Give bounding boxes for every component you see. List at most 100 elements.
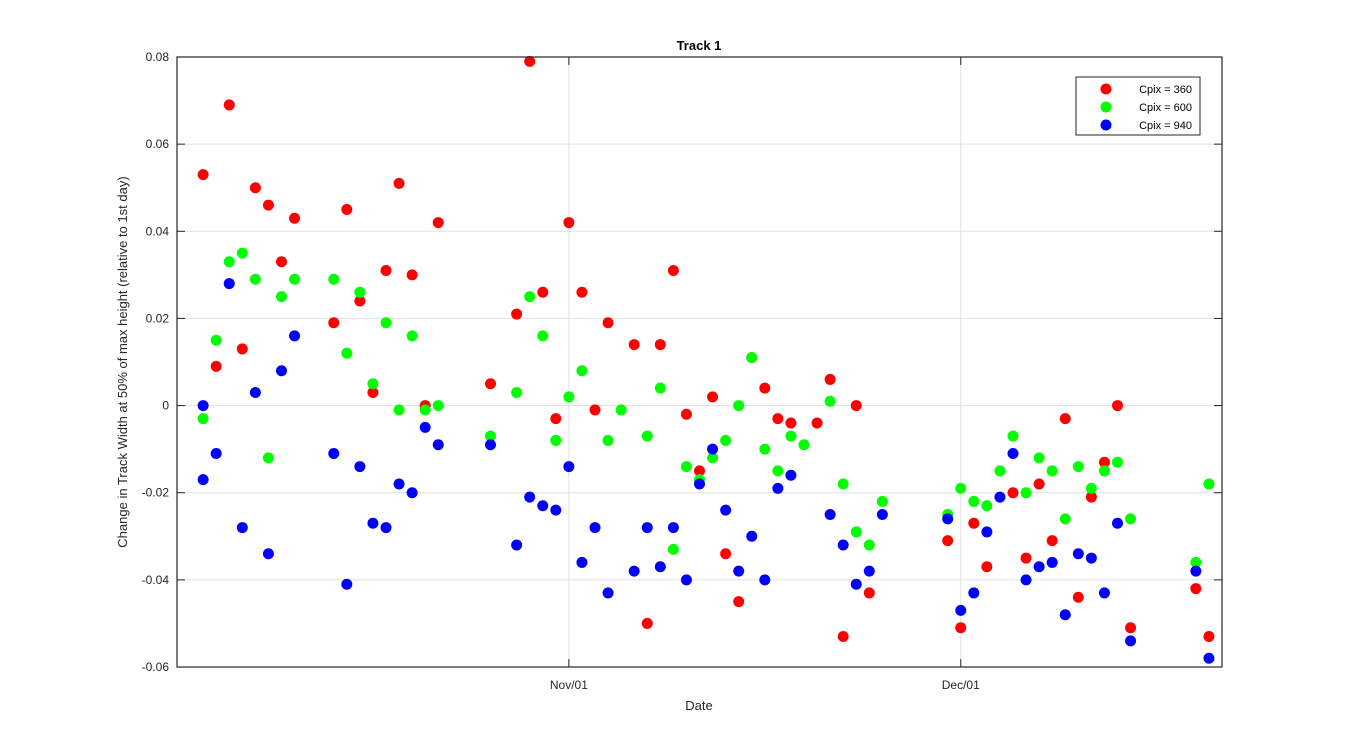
data-point-series-1 (210, 360, 222, 372)
data-point-series-2 (485, 430, 496, 442)
data-point-series-1 (1190, 583, 1202, 595)
data-point-series-2 (537, 330, 549, 342)
data-point-series-2 (419, 404, 431, 416)
data-point-series-1 (968, 517, 980, 529)
data-point-series-1 (1046, 535, 1058, 547)
data-point-series-1 (354, 295, 366, 307)
data-point-series-2 (380, 317, 392, 329)
data-point-series-1 (694, 465, 705, 477)
data-point-series-3 (785, 469, 797, 481)
data-point-series-1 (511, 308, 523, 320)
data-point-series-3 (393, 478, 405, 490)
data-point-series-1 (289, 212, 301, 224)
data-point-series-2 (1085, 482, 1097, 494)
data-point-series-1 (1098, 456, 1110, 468)
data-point-series-3 (994, 491, 1006, 503)
data-point-series-3 (511, 539, 523, 551)
data-point-series-3 (667, 522, 679, 534)
data-point-series-1 (393, 177, 405, 189)
x-axis-title: Date (685, 698, 712, 713)
data-point-series-3 (942, 513, 954, 525)
data-point-series-3 (550, 504, 562, 516)
data-point-series-3 (406, 487, 418, 499)
data-point-series-1 (276, 256, 287, 268)
data-point-series-2 (863, 539, 875, 551)
data-point-series-3 (641, 522, 653, 534)
data-point-series-2 (1203, 478, 1215, 490)
data-point-series-3 (432, 439, 444, 451)
data-point-series-3 (276, 365, 287, 377)
data-point-series-1 (262, 199, 274, 211)
data-point-series-1 (654, 339, 666, 351)
data-point-series-2 (393, 404, 405, 416)
data-point-series-1 (720, 548, 732, 560)
data-point-series-3 (733, 565, 745, 577)
data-point-series-3 (1020, 574, 1032, 586)
data-point-series-2 (367, 378, 379, 390)
data-point-series-1 (733, 596, 745, 608)
data-point-series-2 (981, 500, 993, 512)
data-point-series-2 (223, 256, 235, 268)
data-point-series-3 (707, 443, 719, 455)
data-point-series-2 (654, 382, 666, 394)
data-point-series-3 (694, 478, 705, 490)
y-tick-label: -0.04 (142, 573, 170, 587)
data-point-series-3 (328, 448, 340, 459)
data-point-series-1 (1072, 591, 1084, 603)
data-point-series-2 (785, 430, 797, 442)
data-point-series-1 (824, 373, 836, 385)
data-point-series-1 (197, 169, 209, 181)
data-point-series-2 (772, 465, 784, 477)
data-point-series-2 (680, 461, 692, 473)
data-point-series-1 (341, 204, 353, 215)
data-point-series-3 (341, 578, 353, 590)
data-point-series-2 (837, 478, 849, 490)
legend-box (1075, 76, 1201, 136)
data-point-series-2 (667, 543, 679, 555)
data-point-series-2 (641, 430, 653, 442)
data-point-series-3 (628, 565, 640, 577)
legend: Cpix = 360 Cpix = 600 Cpix = 940 (1075, 76, 1201, 136)
data-point-series-2 (1125, 513, 1137, 525)
data-point-series-2 (968, 495, 980, 507)
data-point-series-2 (1098, 465, 1110, 477)
chart-title: Track 1 (677, 38, 722, 53)
data-point-series-1 (1125, 622, 1137, 634)
y-tick-label: -0.02 (142, 486, 170, 500)
data-point-series-1 (524, 55, 536, 67)
data-point-series-3 (223, 278, 235, 290)
data-point-series-2 (733, 400, 745, 412)
data-point-series-3 (563, 461, 575, 473)
data-point-series-2 (341, 347, 353, 359)
data-point-series-3 (1085, 552, 1097, 564)
data-point-series-1 (550, 413, 562, 425)
legend-marker-3 (1100, 119, 1112, 131)
data-point-series-1 (850, 400, 862, 412)
y-tick-label: 0.08 (146, 50, 170, 64)
data-point-series-1 (367, 387, 379, 398)
data-point-series-3 (1007, 448, 1019, 459)
data-point-series-1 (236, 343, 248, 355)
data-point-series-3 (210, 448, 222, 459)
data-point-series-1 (759, 382, 771, 394)
axis-ticks: -0.06 -0.04 -0.02 0 0.02 0.04 0.06 0.08 Nov/01 De… (142, 50, 1222, 692)
data-point-series-3 (485, 439, 496, 451)
data-point-series-1 (1033, 478, 1045, 490)
plot-area-border (176, 56, 1223, 668)
legend-label-3: Cpix = 940 (1139, 120, 1192, 132)
y-axis-title: Change in Track Width at 50% of max heig… (115, 176, 130, 547)
data-point-series-1 (628, 339, 640, 351)
data-point-series-3 (1112, 517, 1123, 529)
data-point-series-3 (262, 548, 274, 560)
data-point-series-3 (236, 522, 248, 534)
data-point-series-1 (772, 413, 784, 425)
data-point-series-3 (1190, 565, 1202, 577)
data-point-series-3 (576, 556, 588, 568)
y-tick-label: 0.04 (146, 224, 170, 238)
data-point-series-2 (576, 365, 588, 377)
data-point-series-1 (328, 317, 340, 329)
data-point-series-2 (1190, 556, 1202, 568)
data-point-series-1 (811, 417, 823, 429)
data-point-series-2 (602, 434, 614, 446)
